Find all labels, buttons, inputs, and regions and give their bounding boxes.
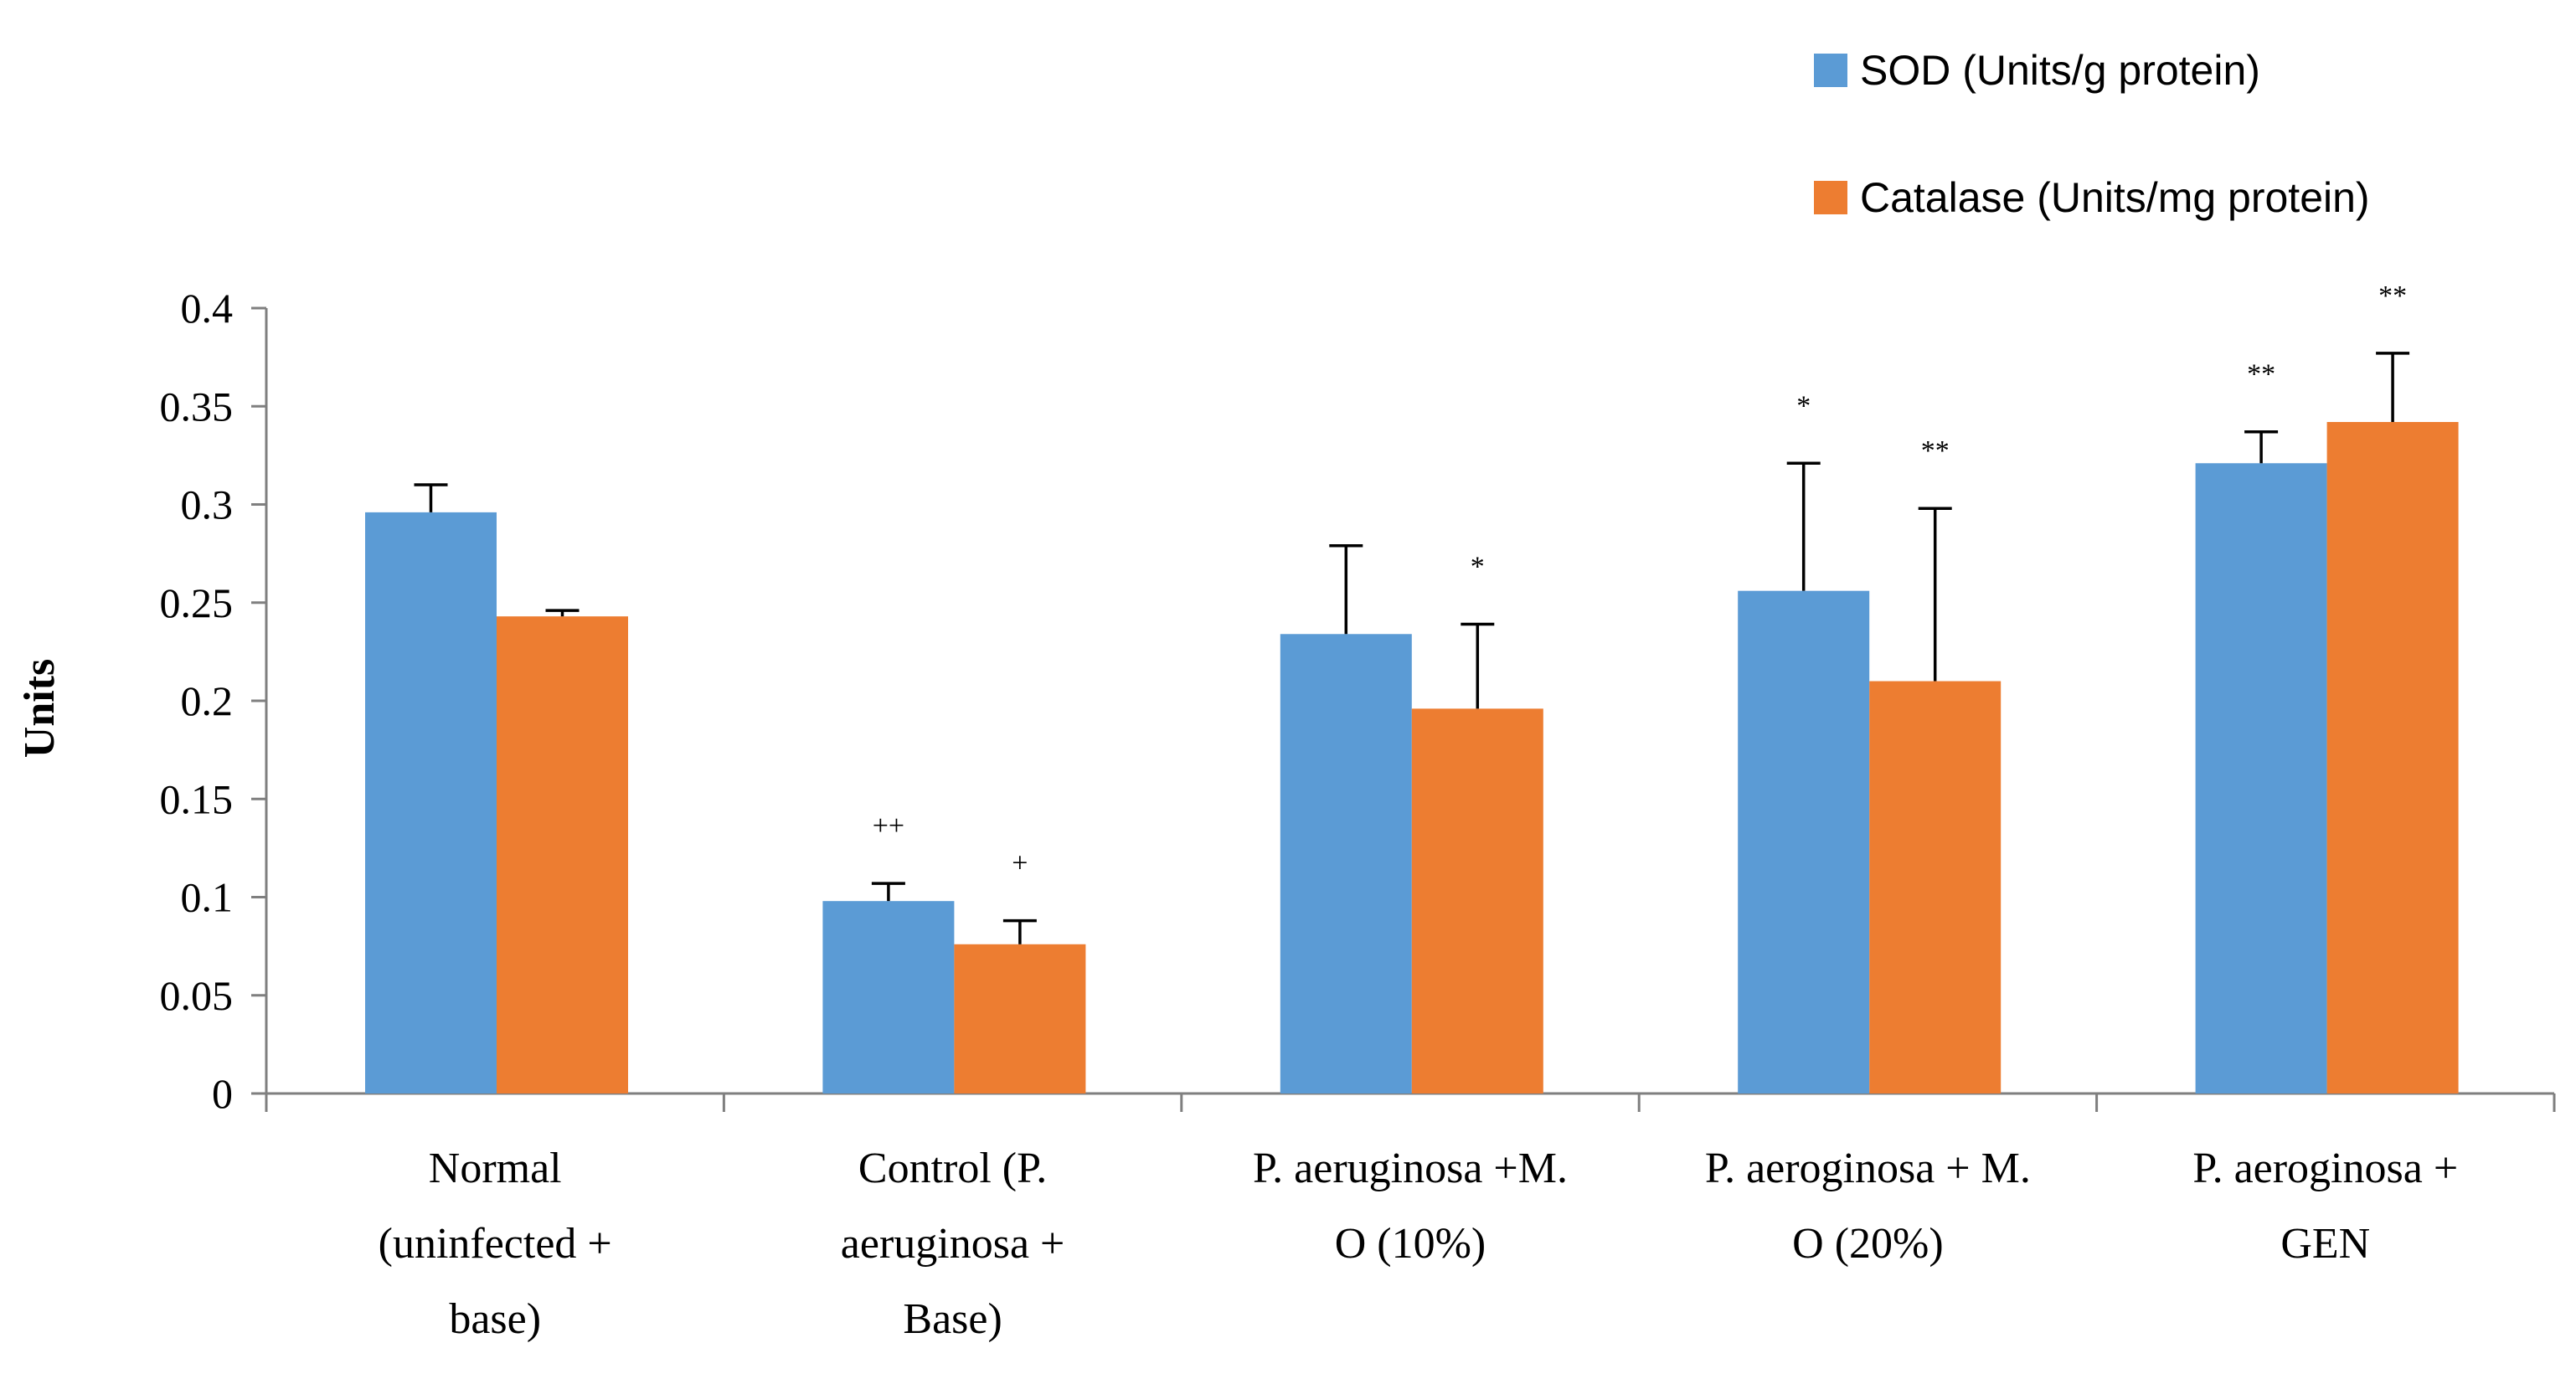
significance-marker: ** — [1921, 435, 1950, 466]
x-category-label: P. aeruginosa +M. O (10%) — [1253, 1145, 1568, 1268]
labels-layer: 0 0.05 0.1 0.15 0.2 0.25 0.3 0.35 0.4 Normal (unin… — [160, 280, 2459, 1343]
x-category-label-line: P. aeroginosa + M. — [1705, 1145, 2031, 1192]
x-category-label: P. aeroginosa + GEN — [2192, 1145, 2458, 1268]
y-tick-label: 0.3 — [181, 481, 234, 528]
significance-marker: ** — [2247, 359, 2275, 390]
bars-layer — [365, 352, 2459, 1093]
y-tick-label: 0.05 — [160, 972, 234, 1019]
x-category-label-line: Base) — [903, 1295, 1002, 1343]
y-tick-label: 0.35 — [160, 383, 234, 430]
significance-marker: ++ — [873, 810, 904, 841]
x-category-label-line: aeruginosa + — [841, 1220, 1065, 1268]
legend-swatch — [1814, 54, 1847, 87]
legend: SOD (Units/g protein) Catalase (Units/mg … — [1814, 47, 2370, 221]
legend-label: Catalase (Units/mg protein) — [1860, 174, 2370, 221]
y-axis-title: Units — [16, 659, 64, 758]
bar — [1280, 634, 1412, 1093]
bar — [822, 901, 955, 1093]
x-category-label-line: base) — [449, 1295, 541, 1343]
significance-marker: * — [1471, 552, 1485, 583]
significance-marker: * — [1796, 390, 1811, 421]
x-category-label-line: P. aeruginosa +M. — [1253, 1145, 1568, 1192]
bar — [497, 616, 628, 1093]
y-tick-label: 0.2 — [181, 677, 234, 724]
bar — [1411, 708, 1543, 1093]
bar — [2326, 422, 2459, 1093]
y-tick-label: 0.1 — [181, 874, 234, 921]
bar — [365, 512, 497, 1093]
x-category-label-line: Control (P. — [858, 1145, 1047, 1192]
legend-label: SOD (Units/g protein) — [1860, 47, 2260, 94]
significance-marker: + — [1012, 848, 1028, 879]
x-category-label: P. aeroginosa + M. O (20%) — [1705, 1145, 2031, 1268]
y-tick-label: 0.25 — [160, 579, 234, 626]
x-category-label-line: GEN — [2280, 1220, 2370, 1268]
bar — [2195, 463, 2327, 1093]
x-category-label-line: (uninfected + — [379, 1220, 612, 1268]
y-tick-label: 0 — [212, 1070, 233, 1117]
y-tick-label: 0.4 — [181, 285, 234, 332]
legend-swatch — [1814, 181, 1847, 214]
x-category-label-line: P. aeroginosa + — [2192, 1145, 2458, 1192]
x-category-label: Control (P. aeruginosa + Base) — [841, 1145, 1065, 1343]
significance-marker: ** — [2378, 280, 2407, 311]
bar — [1738, 590, 1870, 1093]
x-category-label: Normal (uninfected + base) — [379, 1145, 612, 1343]
y-tick-label: 0.15 — [160, 775, 234, 822]
x-category-label-line: O (10%) — [1335, 1220, 1486, 1268]
x-category-label-line: Normal — [429, 1145, 562, 1192]
bar — [954, 944, 1086, 1093]
x-category-label-line: O (20%) — [1792, 1220, 1944, 1268]
bar — [1869, 681, 2002, 1093]
